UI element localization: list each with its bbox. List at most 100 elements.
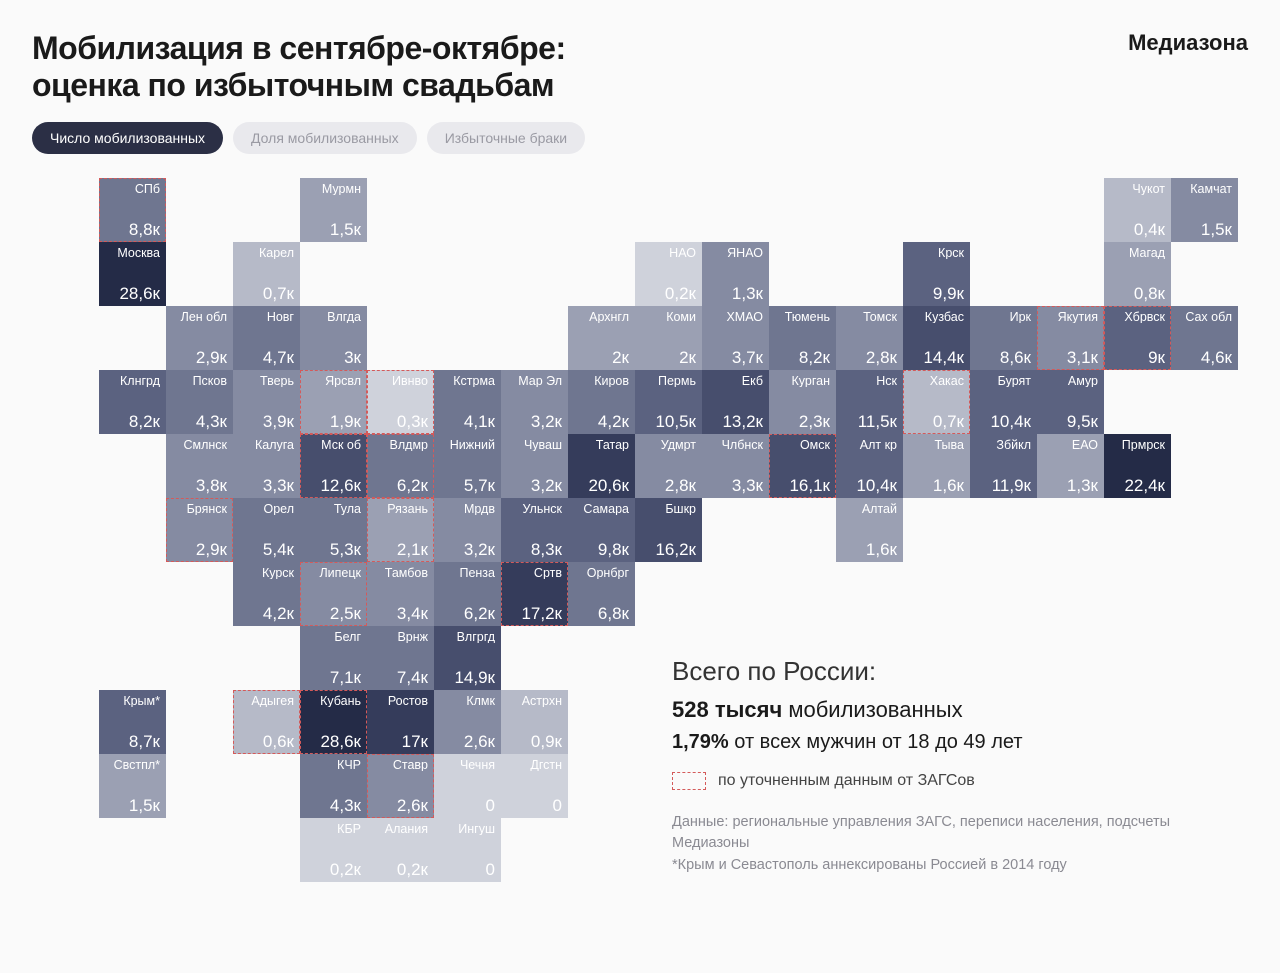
region-cell[interactable]: Орнбрг6,8к <box>568 562 635 626</box>
region-cell[interactable]: Липецк2,5к <box>300 562 367 626</box>
region-cell[interactable]: Влдмр6,2к <box>367 434 434 498</box>
region-cell[interactable]: Клмк2,6к <box>434 690 501 754</box>
region-cell[interactable]: Нск11,5к <box>836 370 903 434</box>
region-cell[interactable]: Кстрма4,1к <box>434 370 501 434</box>
region-name: Кстрма <box>434 375 495 388</box>
region-cell[interactable]: Амур9,5к <box>1037 370 1104 434</box>
region-cell[interactable]: Крым*8,7к <box>99 690 166 754</box>
region-cell[interactable]: Тыва1,6к <box>903 434 970 498</box>
region-cell[interactable]: Архнгл2к <box>568 306 635 370</box>
region-cell[interactable]: Рязань2,1к <box>367 498 434 562</box>
region-cell[interactable]: Алания0,2к <box>367 818 434 882</box>
region-cell[interactable]: Ростов17к <box>367 690 434 754</box>
summary-pct-suffix: от всех мужчин от 18 до 49 лет <box>729 731 1023 753</box>
region-cell[interactable]: Хакас0,7к <box>903 370 970 434</box>
region-cell[interactable]: Камчат1,5к <box>1171 178 1238 242</box>
source-note: Данные: региональные управления ЗАГС, пе… <box>672 812 1212 877</box>
region-cell[interactable]: Новг4,7к <box>233 306 300 370</box>
region-cell[interactable]: Ирк8,6к <box>970 306 1037 370</box>
region-cell[interactable]: Ставр2,6к <box>367 754 434 818</box>
region-cell[interactable]: Тула5,3к <box>300 498 367 562</box>
region-cell[interactable]: Москва28,6к <box>99 242 166 306</box>
region-cell[interactable]: Курск4,2к <box>233 562 300 626</box>
region-cell[interactable]: Самара9,8к <box>568 498 635 562</box>
tab-mobilized-share[interactable]: Доля мобилизованных <box>233 122 417 154</box>
region-cell[interactable]: Бурят10,4к <box>970 370 1037 434</box>
region-cell[interactable]: Тамбов3,4к <box>367 562 434 626</box>
region-cell[interactable]: Влгда3к <box>300 306 367 370</box>
region-cell[interactable]: Кузбас14,4к <box>903 306 970 370</box>
region-cell[interactable]: Якутия3,1к <box>1037 306 1104 370</box>
region-cell[interactable]: КБР0,2к <box>300 818 367 882</box>
region-cell[interactable]: Чукот0,4к <box>1104 178 1171 242</box>
region-cell[interactable]: Сртв17,2к <box>501 562 568 626</box>
region-cell[interactable]: Дгстн0 <box>501 754 568 818</box>
region-cell[interactable]: Тюмень8,2к <box>769 306 836 370</box>
region-name: Рязань <box>367 503 428 516</box>
region-cell[interactable]: Киров4,2к <box>568 370 635 434</box>
region-cell[interactable]: ЕАО1,3к <box>1037 434 1104 498</box>
region-cell[interactable]: Удмрт2,8к <box>635 434 702 498</box>
region-cell[interactable]: Кубань28,6к <box>300 690 367 754</box>
region-value: 10,4к <box>970 413 1031 430</box>
region-cell[interactable]: Члбнск3,3к <box>702 434 769 498</box>
region-cell[interactable]: Орел5,4к <box>233 498 300 562</box>
region-cell[interactable]: Екб13,2к <box>702 370 769 434</box>
tab-mobilized-count[interactable]: Число мобилизованных <box>32 122 223 154</box>
region-value: 2,6к <box>367 797 428 814</box>
region-cell[interactable]: Магад0,8к <box>1104 242 1171 306</box>
region-cell[interactable]: Томск2,8к <box>836 306 903 370</box>
region-cell[interactable]: Лен обл2,9к <box>166 306 233 370</box>
region-cell[interactable]: Нижний5,7к <box>434 434 501 498</box>
region-cell[interactable]: Курган2,3к <box>769 370 836 434</box>
region-cell[interactable]: Астрхн0,9к <box>501 690 568 754</box>
region-cell[interactable]: Пенза6,2к <box>434 562 501 626</box>
region-name: Сртв <box>501 567 562 580</box>
region-cell[interactable]: Тверь3,9к <box>233 370 300 434</box>
region-cell[interactable]: Сах обл4,6к <box>1171 306 1238 370</box>
region-cell[interactable]: Псков4,3к <box>166 370 233 434</box>
region-name: Члбнск <box>702 439 763 452</box>
region-cell[interactable]: Мар Эл3,2к <box>501 370 568 434</box>
region-cell[interactable]: Хбрвск9к <box>1104 306 1171 370</box>
region-value: 0,2к <box>300 861 361 878</box>
region-cell[interactable]: ХМАО3,7к <box>702 306 769 370</box>
region-cell[interactable]: Мурмн1,5к <box>300 178 367 242</box>
region-cell[interactable]: Белг7,1к <box>300 626 367 690</box>
region-cell[interactable]: Прмрск22,4к <box>1104 434 1171 498</box>
region-cell[interactable]: ЯНАО1,3к <box>702 242 769 306</box>
region-cell[interactable]: Клнгрд8,2к <box>99 370 166 434</box>
region-cell[interactable]: Смлнск3,8к <box>166 434 233 498</box>
region-cell[interactable]: Татар20,6к <box>568 434 635 498</box>
region-cell[interactable]: КЧР4,3к <box>300 754 367 818</box>
region-cell[interactable]: Крск9,9к <box>903 242 970 306</box>
region-cell[interactable]: Брянск2,9к <box>166 498 233 562</box>
region-name: Кубань <box>300 695 361 708</box>
region-cell[interactable]: Бшкр16,2к <box>635 498 702 562</box>
region-cell[interactable]: Калуга3,3к <box>233 434 300 498</box>
region-cell[interactable]: Врнж7,4к <box>367 626 434 690</box>
region-cell[interactable]: Алтай1,6к <box>836 498 903 562</box>
region-cell[interactable]: Влгргд14,9к <box>434 626 501 690</box>
tab-excess-marriages[interactable]: Избыточные браки <box>427 122 585 154</box>
region-cell[interactable]: НАО0,2к <box>635 242 702 306</box>
region-cell[interactable]: Коми2к <box>635 306 702 370</box>
region-cell[interactable]: Карел0,7к <box>233 242 300 306</box>
region-cell[interactable]: Ярсвл1,9к <box>300 370 367 434</box>
region-cell[interactable]: Пермь10,5к <box>635 370 702 434</box>
region-cell[interactable]: Збйкл11,9к <box>970 434 1037 498</box>
region-cell[interactable]: Чуваш3,2к <box>501 434 568 498</box>
region-cell[interactable]: СПб8,8к <box>99 178 166 242</box>
region-cell[interactable]: Чечня0 <box>434 754 501 818</box>
region-cell[interactable]: Ульнск8,3к <box>501 498 568 562</box>
region-cell[interactable]: Мрдв3,2к <box>434 498 501 562</box>
region-cell[interactable]: Алт кр10,4к <box>836 434 903 498</box>
region-cell[interactable]: Ивнво0,3к <box>367 370 434 434</box>
region-cell[interactable]: Адыгея0,6к <box>233 690 300 754</box>
region-cell[interactable]: Свстпл*1,5к <box>99 754 166 818</box>
region-name: Тюмень <box>769 311 830 324</box>
region-cell[interactable]: Ингуш0 <box>434 818 501 882</box>
region-value: 5,7к <box>434 477 495 494</box>
region-cell[interactable]: Омск16,1к <box>769 434 836 498</box>
region-cell[interactable]: Мск об12,6к <box>300 434 367 498</box>
